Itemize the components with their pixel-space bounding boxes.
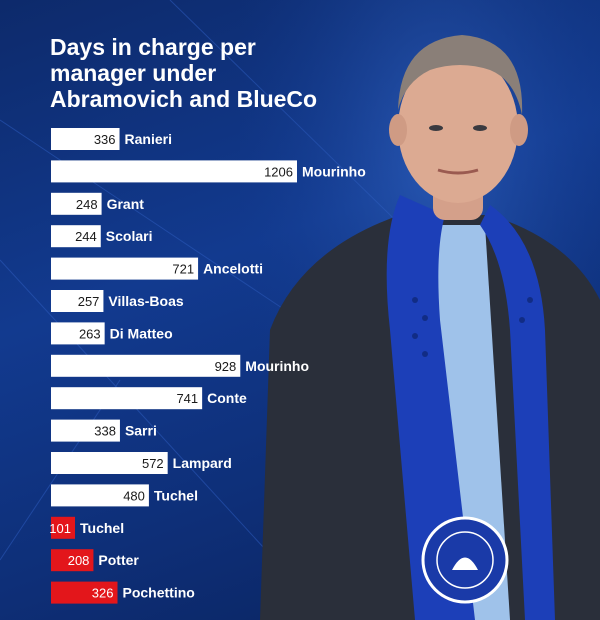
bar-value-label: 248 [76, 197, 98, 212]
bar-category-label: Potter [98, 552, 139, 568]
bar-value-label: 336 [94, 132, 116, 147]
bar-value-label: 572 [142, 456, 164, 471]
title-line-2: manager under [50, 60, 217, 86]
bar-12 [51, 484, 149, 507]
bar-4 [51, 225, 101, 248]
chart-title: Days in charge per manager under Abramov… [50, 34, 380, 112]
bar-value-label: 480 [123, 488, 145, 503]
bar-category-label: Sarri [125, 423, 157, 439]
bar-value-label: 208 [68, 553, 90, 568]
bar-value-label: 263 [79, 326, 101, 341]
bar-value-label: 1206 [264, 164, 293, 179]
bar-9 [51, 387, 203, 410]
bar-11 [51, 452, 168, 474]
bar-category-label: Villas-Boas [108, 293, 183, 309]
bar-category-label: Scolari [106, 228, 153, 244]
title-line-3: Abramovich and BlueCo [50, 86, 318, 112]
bar-8 [51, 354, 241, 377]
bar-category-label: Conte [207, 390, 247, 406]
bar-category-label: Mourinho [245, 358, 309, 374]
bar-category-label: Mourinho [302, 163, 366, 179]
bar-category-label: Di Matteo [110, 325, 173, 341]
bar-category-label: Pochettino [122, 585, 194, 601]
bar-value-label: 257 [78, 294, 100, 309]
bar-7 [51, 322, 105, 345]
bar-category-label: Ranieri [125, 131, 172, 147]
bar-15 [51, 581, 118, 604]
bar-category-label: Tuchel [154, 487, 198, 503]
bar-value-label: 721 [172, 262, 194, 277]
bar-value-label: 326 [92, 586, 114, 601]
bar-14 [51, 549, 94, 572]
bar-value-label: 928 [215, 359, 237, 374]
bar-value-label: 338 [94, 424, 116, 439]
manager-photo [240, 0, 600, 620]
bar-category-label: Lampard [173, 455, 232, 471]
bar-13 [51, 516, 75, 539]
title-line-1: Days in charge per [50, 34, 256, 60]
bar-1 [51, 128, 120, 150]
bar-2 [51, 160, 297, 183]
bar-category-label: Tuchel [80, 520, 124, 536]
bar-6 [51, 290, 104, 312]
bar-value-label: 244 [75, 229, 97, 244]
bar-3 [51, 192, 102, 215]
bar-value-label: 101 [49, 521, 71, 536]
bar-5 [51, 257, 199, 280]
bar-category-label: Ancelotti [203, 261, 263, 277]
bar-category-label: Grant [107, 196, 145, 212]
bar-value-label: 741 [176, 391, 198, 406]
bar-10 [51, 419, 120, 442]
